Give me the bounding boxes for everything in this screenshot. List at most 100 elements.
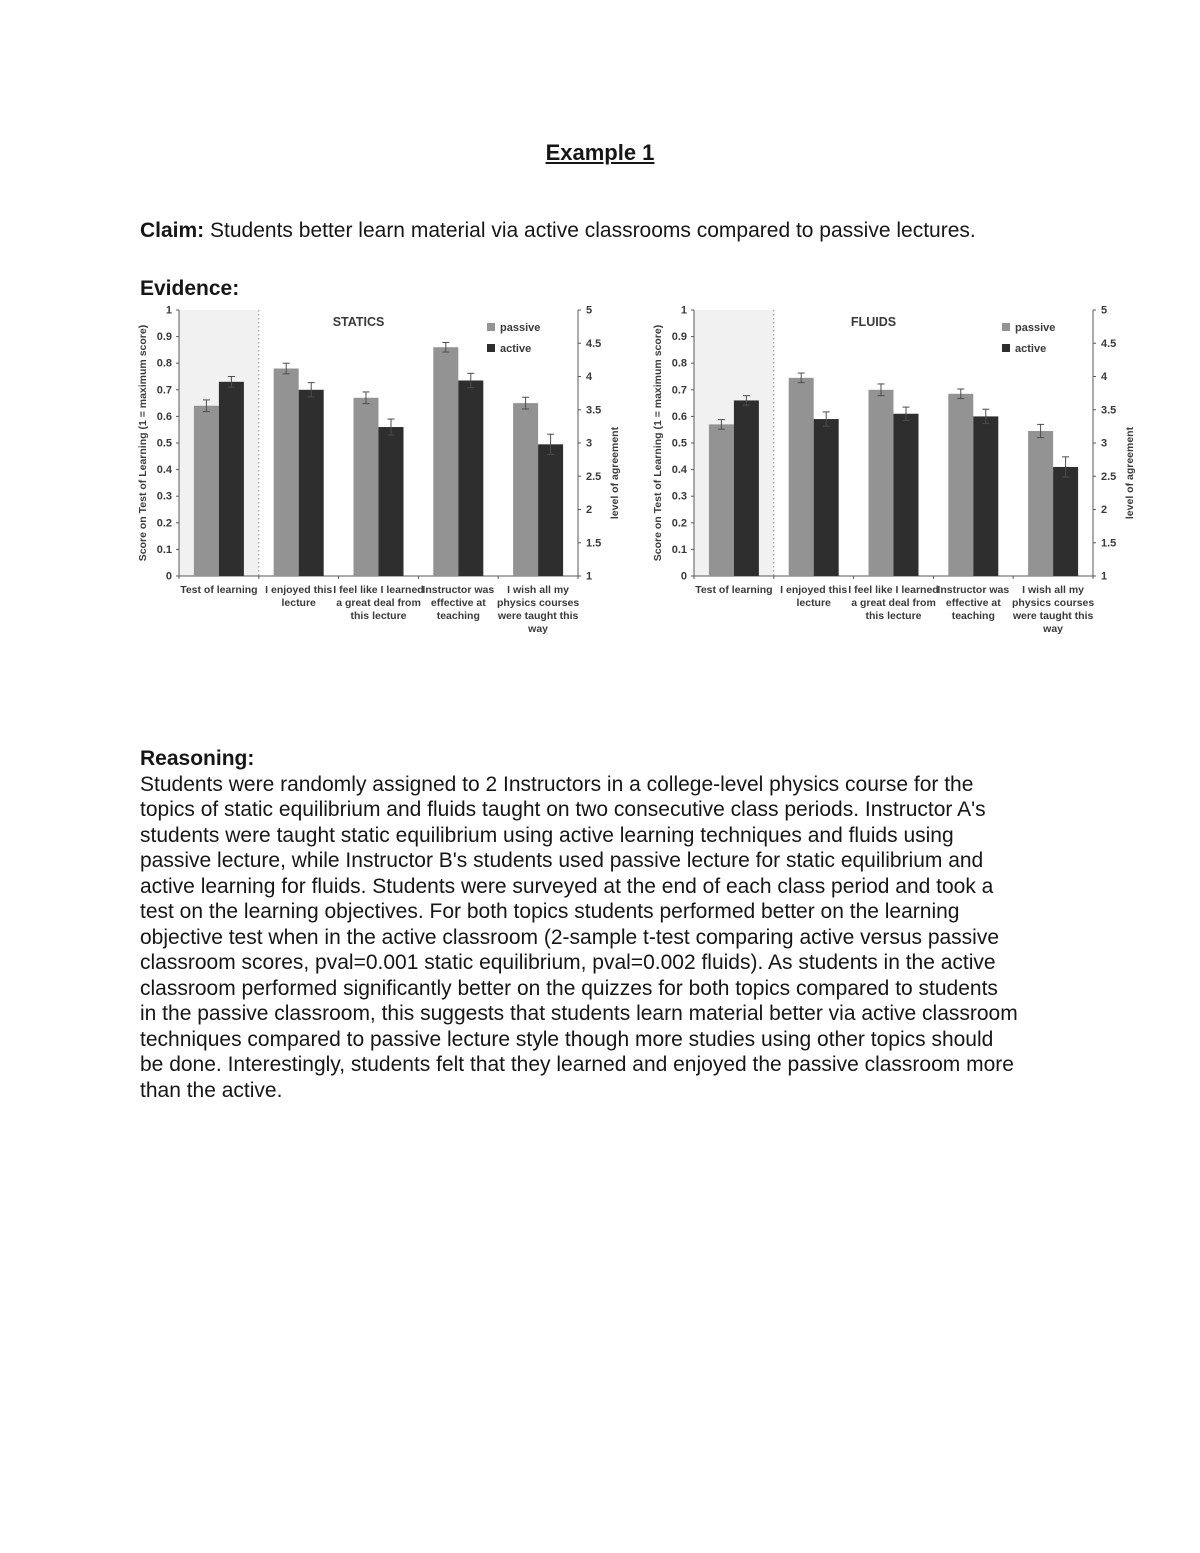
bar-passive-4 [1028, 431, 1054, 576]
left-tick-label: 0.4 [157, 464, 173, 476]
legend-swatch-active [1002, 344, 1010, 352]
category-label: Instructor was effective at teaching [422, 584, 494, 622]
legend-swatch-passive [487, 323, 495, 331]
bar-passive-0 [708, 424, 734, 576]
right-tick-label: 2 [586, 504, 592, 516]
bar-active-3 [458, 380, 484, 576]
statics-chart: 0 0.1 0.2 0.3 0.4 0.5 0.6 0.7 0.8 0.9 1 1 1.5 2 2.5 3 3.… [135, 300, 647, 661]
right-tick-label: 1.5 [586, 537, 601, 549]
right-tick-label: 1.5 [1101, 537, 1116, 549]
bar-passive-2 [353, 397, 379, 576]
right-tick-label: 4 [1101, 371, 1108, 383]
legend-label-active: active [1015, 343, 1046, 355]
left-tick-label: 0.3 [672, 491, 687, 503]
chart-title: STATICS [333, 315, 385, 329]
category-label: I enjoyed this lecture [265, 584, 332, 609]
claim-paragraph: Claim: Students better learn material vi… [140, 218, 1020, 243]
left-tick-label: 0.8 [157, 358, 172, 370]
left-tick-label: 0.3 [157, 491, 172, 503]
right-tick-label: 2.5 [586, 471, 601, 483]
bar-active-3 [973, 416, 999, 576]
bar-passive-0 [193, 405, 219, 576]
bar-active-4 [1053, 466, 1079, 576]
statics-chart-svg: 0 0.1 0.2 0.3 0.4 0.5 0.6 0.7 0.8 0.9 1 1 1.5 2 2.5 3 3.… [137, 305, 621, 636]
category-label: Instructor was effective at teaching [937, 584, 1009, 622]
category-label: I feel like I learned a great deal from th… [848, 584, 938, 622]
left-tick-label: 0.1 [672, 544, 687, 556]
category-label: I feel like I learned a great deal from th… [333, 584, 423, 622]
legend-label-passive: passive [500, 322, 540, 334]
reasoning-heading: Reasoning: [140, 747, 255, 770]
left-tick-label: 1 [681, 305, 687, 317]
left-tick-label: 0.5 [157, 438, 172, 450]
right-axis-title: level of agreement [609, 426, 621, 519]
right-tick-label: 4.5 [586, 338, 601, 350]
category-label: I enjoyed this lecture [780, 584, 847, 609]
left-tick-label: 0.6 [157, 411, 172, 423]
left-tick-label: 0 [166, 571, 172, 583]
right-tick-label: 5 [586, 305, 592, 317]
right-tick-label: 1 [1101, 571, 1107, 583]
reasoning-text: Students were randomly assigned to 2 Ins… [140, 772, 1018, 1102]
legend-label-active: active [500, 343, 531, 355]
right-tick-label: 4 [586, 371, 593, 383]
category-label: Test of learning [695, 584, 772, 596]
category-label: I wish all my physics courses were taught … [1012, 584, 1095, 635]
left-tick-label: 0.6 [672, 411, 687, 423]
bar-passive-1 [788, 377, 814, 576]
right-tick-label: 1 [586, 571, 592, 583]
bar-active-4 [538, 444, 564, 576]
reasoning-section: Reasoning: Students were randomly assign… [140, 746, 1020, 1103]
bar-active-1 [813, 419, 839, 576]
bar-passive-1 [273, 368, 299, 576]
left-tick-label: 0.9 [157, 331, 172, 343]
left-tick-label: 0.4 [672, 464, 688, 476]
claim-label: Claim: [140, 219, 205, 242]
bar-passive-3 [948, 393, 974, 576]
category-label: Test of learning [180, 584, 257, 596]
left-tick-label: 1 [166, 305, 172, 317]
right-axis-title: level of agreement [1124, 426, 1136, 519]
fluids-chart-svg: 0 0.1 0.2 0.3 0.4 0.5 0.6 0.7 0.8 0.9 1 1 1.5 2 2.5 3 3.… [652, 305, 1136, 636]
right-tick-label: 3.5 [586, 404, 601, 416]
right-tick-label: 3.5 [1101, 404, 1116, 416]
left-tick-label: 0.2 [672, 517, 687, 529]
right-tick-label: 5 [1101, 305, 1107, 317]
left-axis-title: Score on Test of Learning (1 = maximum s… [652, 325, 664, 561]
page-title-text: Example 1 [545, 140, 655, 165]
bar-active-2 [893, 413, 919, 576]
legend-label-passive: passive [1015, 322, 1055, 334]
left-axis-title: Score on Test of Learning (1 = maximum s… [137, 325, 149, 561]
category-label: I wish all my physics courses were taught … [497, 584, 580, 635]
right-tick-label: 3 [1101, 438, 1107, 450]
bar-passive-2 [868, 389, 894, 576]
evidence-heading: Evidence: [140, 277, 240, 300]
left-tick-label: 0.8 [672, 358, 687, 370]
left-tick-label: 0.1 [157, 544, 172, 556]
legend-swatch-active [487, 344, 495, 352]
left-tick-label: 0.7 [157, 384, 172, 396]
right-tick-label: 3 [586, 438, 592, 450]
highlight-region [694, 310, 774, 576]
bar-passive-4 [513, 403, 539, 576]
left-tick-label: 0.5 [672, 438, 687, 450]
left-tick-label: 0.2 [157, 517, 172, 529]
bar-active-2 [378, 427, 404, 576]
bar-active-0 [733, 400, 759, 576]
chart-title: FLUIDS [851, 315, 896, 329]
right-tick-label: 2.5 [1101, 471, 1116, 483]
fluids-chart: 0 0.1 0.2 0.3 0.4 0.5 0.6 0.7 0.8 0.9 1 1 1.5 2 2.5 3 3.… [650, 300, 1162, 661]
evidence-charts: 0 0.1 0.2 0.3 0.4 0.5 0.6 0.7 0.8 0.9 1 1 1.5 2 2.5 3 3.… [135, 300, 1165, 656]
right-tick-label: 4.5 [1101, 338, 1116, 350]
claim-text: Students better learn material via activ… [210, 219, 976, 242]
bar-active-1 [298, 389, 324, 576]
left-tick-label: 0.9 [672, 331, 687, 343]
bar-active-0 [218, 381, 244, 576]
left-tick-label: 0.7 [672, 384, 687, 396]
bar-passive-3 [433, 347, 459, 576]
left-tick-label: 0 [681, 571, 687, 583]
page-title: Example 1 [140, 140, 1060, 166]
legend-swatch-passive [1002, 323, 1010, 331]
right-tick-label: 2 [1101, 504, 1107, 516]
